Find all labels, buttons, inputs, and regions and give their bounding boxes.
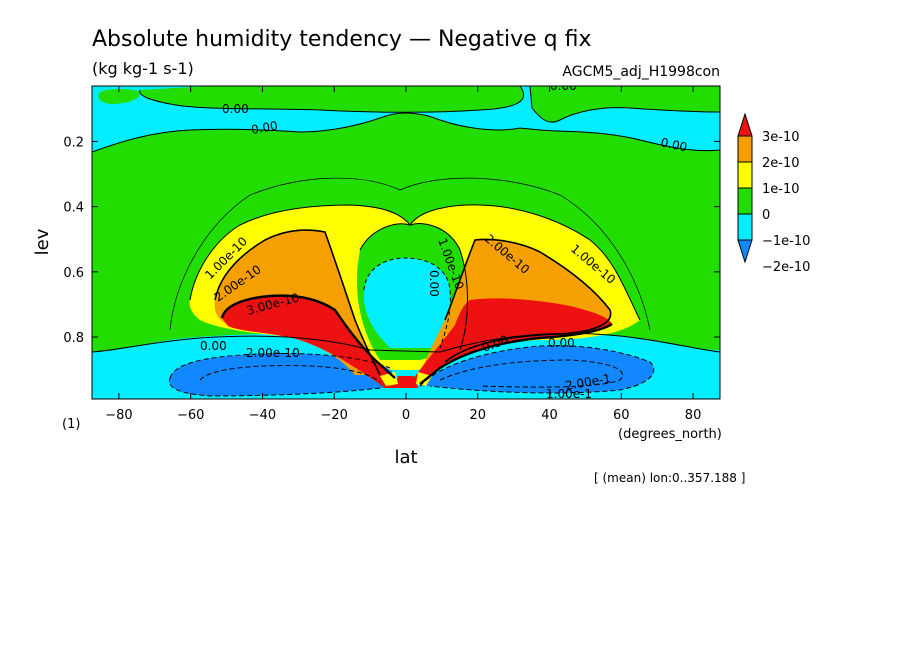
clabel-11: 0.00 (200, 339, 227, 353)
clabel-1: 0.00 (250, 119, 279, 137)
colorbar-label: −2e-10 (762, 260, 810, 275)
colorbar-label: 3e-10 (762, 130, 800, 145)
y-tick-label: 0.6 (63, 266, 84, 281)
colorbar-swatch (737, 213, 753, 241)
colorbar-swatch (737, 161, 753, 189)
colorbar-label: −1e-10 (762, 234, 810, 249)
fill-center-red-core (394, 376, 418, 388)
clabel-3: 0.00 (659, 135, 688, 154)
y-tick-label: 0.4 (63, 201, 84, 216)
clabel-2: 0.00 (550, 79, 577, 93)
clabel-15: 0.00 (548, 336, 575, 350)
colorbar-label: 2e-10 (762, 156, 800, 171)
fill-top-green-blob-left (139, 86, 524, 113)
y-axis-title: lev (32, 228, 53, 255)
contour-center-cyan (363, 257, 451, 349)
x-tick-label: −60 (177, 408, 204, 423)
contour-minus-1e-10 (168, 345, 655, 397)
colorbar-swatch (737, 187, 753, 215)
contour-3e-10-left (220, 294, 396, 379)
contour-zero-top-blob (139, 86, 525, 113)
fill-above-3e-10-left (222, 295, 400, 388)
contour-lines (92, 86, 720, 397)
colorbar-label: 0 (762, 208, 770, 223)
contour-3e-10-right (419, 322, 613, 385)
y-tick-label: 0.8 (63, 331, 84, 346)
y-axis: 0.2 0.4 0.6 0.8 (63, 135, 720, 346)
clabel-14: 1.00e-1 (546, 387, 592, 401)
colorbar-label: 1e-10 (762, 182, 800, 197)
chart-title: Absolute humidity tendency — Negative q … (92, 27, 592, 52)
x-tick-label: 0 (402, 408, 410, 423)
chart-units: (kg kg-1 s-1) (92, 59, 194, 78)
colorbar-top-arrow (737, 112, 753, 137)
x-tick-label: −40 (249, 408, 276, 423)
clabel-10: 0.00 (427, 270, 441, 297)
y-tick-label: 0.2 (63, 135, 84, 150)
x-tick-label: 40 (541, 408, 558, 423)
plot-area: 0.00 0.00 0.00 0.00 1.00e-10 2.00e-10 3.… (92, 79, 720, 401)
clabel-0: 0.00 (222, 102, 249, 116)
contour-minus-2e-10 (199, 359, 623, 388)
x-unit-label: (degrees_north) (618, 427, 722, 442)
contour-1e-10-outer (169, 177, 651, 331)
dataset-label: AGCM5_adj_H1998con (562, 64, 720, 80)
fill-center-cyan (363, 258, 451, 348)
fill-top-green-blob-far-left (98, 89, 141, 104)
contour-zero-lower (92, 332, 720, 353)
x-tick-label: 60 (613, 408, 630, 423)
clabel-12: 2.00e-10 (246, 346, 300, 360)
x-tick-label: −80 (105, 408, 132, 423)
x-tick-label: 20 (469, 408, 486, 423)
y-unit-label: (1) (62, 417, 80, 432)
fill-below-minus-1e-10 (169, 345, 654, 396)
colorbar-bottom-arrow (737, 239, 753, 264)
contour-zero-upper (92, 112, 720, 153)
contour-2e-10-left (214, 229, 381, 376)
x-tick-label: 80 (685, 408, 702, 423)
contour-center-green (359, 223, 468, 351)
contour-2e-10-right (444, 238, 612, 363)
x-axis: −80 −60 −40 −20 0 20 40 60 80 (105, 86, 701, 423)
x-tick-label: −20 (321, 408, 348, 423)
colorbar-swatch (737, 135, 753, 163)
x-axis-title: lat (394, 447, 417, 468)
contour-zero-top-right (529, 86, 720, 123)
colorbar: 3e-10 2e-10 1e-10 0 −1e-10 −2e-10 (737, 112, 810, 275)
footnote: [ (mean) lon:0..357.188 ] (594, 471, 745, 485)
